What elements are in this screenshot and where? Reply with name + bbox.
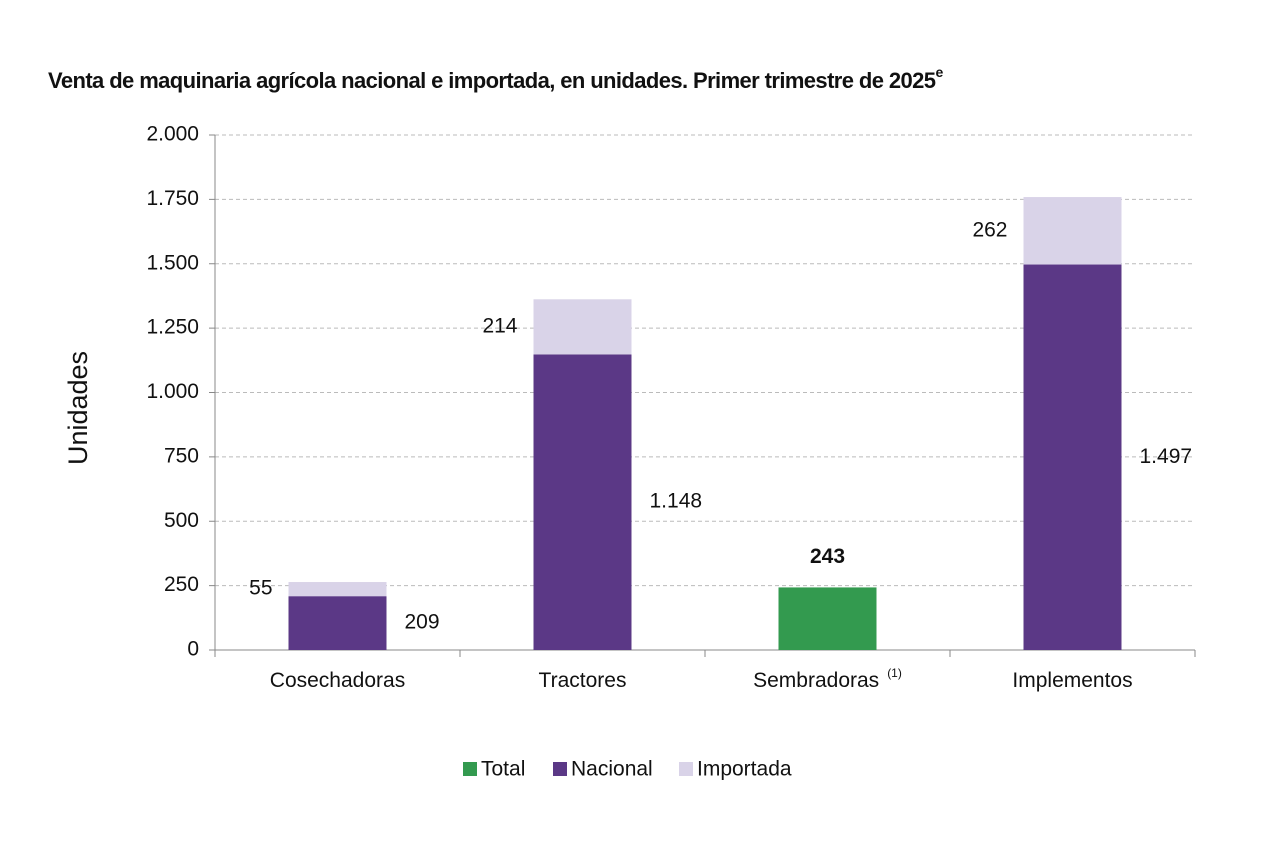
x-tick-label: Implementos [1012, 669, 1132, 692]
y-tick-label: 1.750 [146, 187, 199, 210]
legend-swatch [553, 762, 567, 776]
value-label: 262 [972, 218, 1007, 241]
value-label: 243 [810, 545, 845, 568]
y-tick-label: 1.250 [146, 316, 199, 339]
y-tick-label: 250 [164, 573, 199, 596]
category-text: Sembradoras [753, 669, 879, 692]
legend-swatch [679, 762, 693, 776]
legend-label: Total [481, 758, 525, 781]
category-superscript: (1) [887, 666, 902, 680]
bar-segment [533, 354, 632, 650]
bar-segment [778, 587, 877, 650]
bar-segment [288, 596, 387, 650]
value-label: 214 [482, 314, 517, 337]
bar-segment [533, 299, 632, 355]
category-text: Tractores [539, 669, 627, 692]
value-label: 1.148 [650, 490, 703, 513]
y-axis-label: Unidades [63, 351, 93, 465]
legend-label: Importada [697, 758, 792, 781]
value-label: 55 [249, 577, 272, 600]
category-text: Cosechadoras [270, 669, 405, 692]
value-label: 209 [405, 611, 440, 634]
x-tick-label: Sembradoras (1) [753, 666, 902, 691]
title-superscript: e [935, 64, 943, 80]
legend-label: Nacional [571, 758, 653, 781]
bar-segment [288, 582, 387, 597]
x-tick-label: Cosechadoras [270, 669, 405, 692]
category-text: Implementos [1012, 669, 1132, 692]
y-tick-label: 500 [164, 509, 199, 532]
y-tick-label: 750 [164, 444, 199, 467]
title-text: Venta de maquinaria agrícola nacional e … [48, 68, 936, 93]
bar-segment [1023, 264, 1122, 650]
y-tick-label: 2.000 [146, 123, 199, 146]
legend-swatch [463, 762, 477, 776]
chart-title: Venta de maquinaria agrícola nacional e … [48, 64, 943, 93]
x-tick-label: Tractores [539, 669, 627, 692]
bar-segment [1023, 197, 1122, 265]
y-tick-label: 0 [187, 638, 199, 661]
value-label: 1.497 [1140, 445, 1193, 468]
y-tick-label: 1.000 [146, 380, 199, 403]
y-tick-label: 1.500 [146, 251, 199, 274]
